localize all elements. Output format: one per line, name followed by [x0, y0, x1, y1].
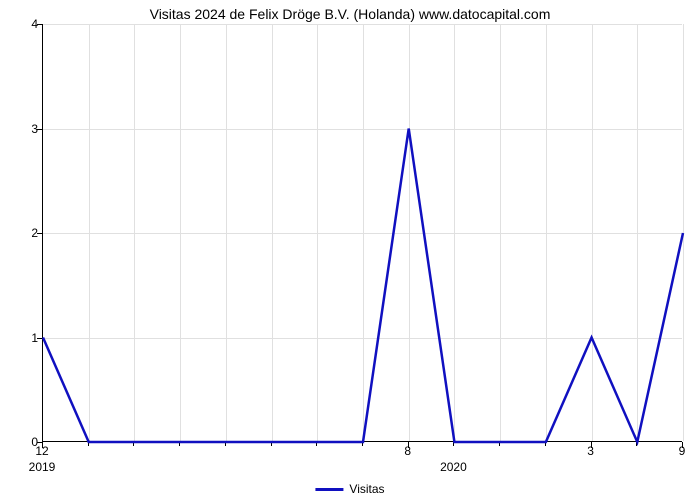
y-tick-label: 1: [8, 331, 38, 345]
legend: Visitas: [315, 482, 384, 496]
x-tick-label: 3: [587, 444, 594, 458]
y-tick-label: 0: [8, 435, 38, 449]
x-year-label: 2019: [29, 460, 56, 474]
legend-label: Visitas: [349, 482, 384, 496]
y-tick-label: 4: [8, 17, 38, 31]
series-line: [43, 24, 683, 442]
x-tick-label: 9: [679, 444, 686, 458]
x-tick-label: 12: [35, 444, 48, 458]
x-year-label: 2020: [440, 460, 467, 474]
plot-area: [42, 24, 682, 442]
visits-chart: Visitas 2024 de Felix Dröge B.V. (Holand…: [0, 0, 700, 500]
x-tick-label: 8: [404, 444, 411, 458]
data-line: [43, 129, 683, 443]
y-tick-label: 2: [8, 226, 38, 240]
chart-title: Visitas 2024 de Felix Dröge B.V. (Holand…: [0, 6, 700, 22]
grid-line-v: [683, 24, 684, 441]
legend-swatch: [315, 488, 343, 491]
y-tick-label: 3: [8, 122, 38, 136]
